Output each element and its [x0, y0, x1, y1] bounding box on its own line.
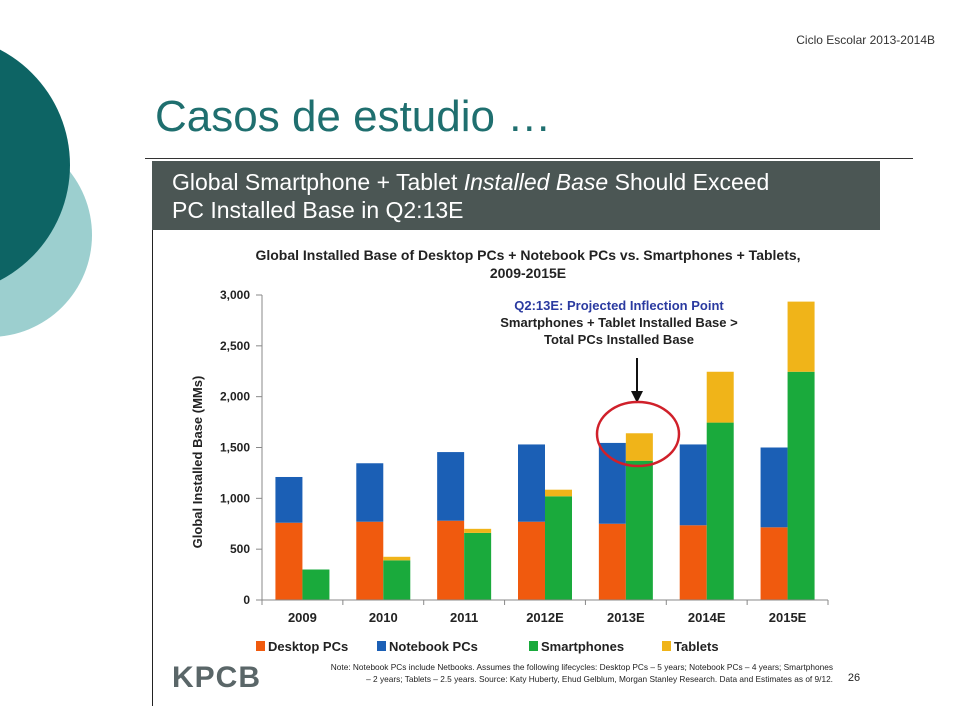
chart-title-line-1: Global Installed Base of Desktop PCs + N…: [255, 247, 800, 263]
footnote-line-1: Note: Notebook PCs include Netbooks. Ass…: [331, 662, 833, 672]
bar-desktop-pcs-2015e: [760, 527, 788, 600]
bar-desktop-pcs-2014e: [679, 525, 707, 600]
x-tick-label: 2009: [288, 610, 317, 625]
slide-title: Casos de estudio …: [155, 92, 552, 141]
bar-notebook-pcs-2010: [356, 463, 384, 522]
annotation-line-2: Smartphones + Tablet Installed Base >: [500, 315, 738, 330]
bar-notebook-pcs-2013e: [598, 442, 626, 524]
footnote-line-2: – 2 years; Tablets – 2.5 years. Source: …: [366, 674, 833, 684]
bar-notebook-pcs-2011: [437, 452, 465, 521]
legend-swatch-desktop-pcs: [256, 641, 265, 651]
legend-swatch-notebook-pcs: [377, 641, 386, 651]
x-tick-label: 2014E: [688, 610, 726, 625]
y-tick-label: 1,500: [220, 441, 250, 455]
bar-tablets-2014e: [706, 371, 734, 423]
annotation-arrow: [631, 358, 643, 403]
bar-desktop-pcs-2012e: [518, 521, 545, 600]
bars: [275, 301, 815, 600]
bar-notebook-pcs-2015e: [760, 447, 788, 528]
chart-title-line-2: 2009-2015E: [490, 265, 566, 281]
legend-swatch-tablets: [662, 641, 671, 651]
legend-label-smartphones: Smartphones: [541, 639, 624, 654]
panel-border: [152, 230, 153, 706]
slide-banner: Global Smartphone + Tablet Installed Bas…: [152, 161, 880, 230]
banner-line1-suffix: Should Exceed: [608, 169, 770, 195]
bar-desktop-pcs-2010: [356, 521, 384, 600]
bar-desktop-pcs-2013e: [598, 523, 626, 600]
annotation-line-3: Total PCs Installed Base: [544, 332, 694, 347]
bar-desktop-pcs-2009: [275, 522, 303, 600]
dark-teal-circle: [0, 49, 70, 281]
banner-line-2: PC Installed Base in Q2:13E: [172, 197, 464, 223]
legend-label-desktop-pcs: Desktop PCs: [268, 639, 348, 654]
y-tick-label: 1,000: [220, 491, 250, 505]
annotation-line-1: Q2:13E: Projected Inflection Point: [514, 298, 724, 313]
bar-notebook-pcs-2009: [275, 476, 303, 523]
y-tick-label: 3,000: [220, 288, 250, 302]
x-tick-label: 2011: [450, 610, 478, 625]
x-tick-label: 2010: [369, 610, 398, 625]
x-tick-label: 2013E: [607, 610, 645, 625]
bar-tablets-2012e: [545, 489, 572, 497]
y-tick-label: 0: [243, 593, 250, 607]
bar-notebook-pcs-2012e: [518, 444, 545, 522]
page-number: 26: [848, 672, 860, 684]
bar-smartphones-2011: [464, 532, 492, 600]
decorative-circles: [0, 49, 92, 337]
legend: Desktop PCs Notebook PCs Smartphones Tablet…: [256, 639, 719, 654]
bar-tablets-2011: [464, 528, 492, 533]
chart-panel: [152, 160, 880, 706]
banner-line1-prefix: Global Smartphone + Tablet: [172, 169, 464, 195]
bar-notebook-pcs-2014e: [679, 444, 707, 526]
bar-smartphones-2014e: [706, 422, 734, 600]
y-tick-label: 500: [230, 542, 250, 556]
bar-desktop-pcs-2011: [437, 520, 465, 600]
y-axis-label: Global Installed Base (MMs): [190, 376, 205, 549]
banner-line-1: Global Smartphone + Tablet Installed Bas…: [172, 169, 769, 196]
bar-smartphones-2015e: [787, 371, 815, 600]
x-tick-label: 2015E: [769, 610, 807, 625]
y-axis: 0 500 1,000 1,500 2,000 2,500 3,000: [220, 288, 263, 607]
course-period-label: Ciclo Escolar 2013-2014B: [796, 33, 935, 47]
banner-line1-italic: Installed Base: [463, 169, 609, 195]
bar-smartphones-2009: [302, 569, 330, 600]
bar-tablets-2013e: [625, 433, 653, 461]
y-tick-label: 2,500: [220, 339, 250, 353]
brand-logo: KPCB: [172, 661, 261, 694]
highlight-circle: [595, 400, 681, 468]
bar-tablets-2010: [383, 556, 411, 561]
bar-smartphones-2013e: [625, 460, 653, 600]
bar-smartphones-2010: [383, 560, 411, 600]
x-tick-label: 2012E: [526, 610, 564, 625]
bar-smartphones-2012e: [545, 496, 572, 600]
legend-swatch-smartphones: [529, 641, 538, 651]
bar-tablets-2015e: [787, 301, 815, 372]
title-divider: [145, 158, 913, 159]
y-tick-label: 2,000: [220, 390, 250, 404]
legend-label-tablets: Tablets: [674, 639, 719, 654]
legend-label-notebook-pcs: Notebook PCs: [389, 639, 478, 654]
x-axis: 2009 2010 2011 2012E 2013E 2014E 2015E: [261, 599, 829, 625]
